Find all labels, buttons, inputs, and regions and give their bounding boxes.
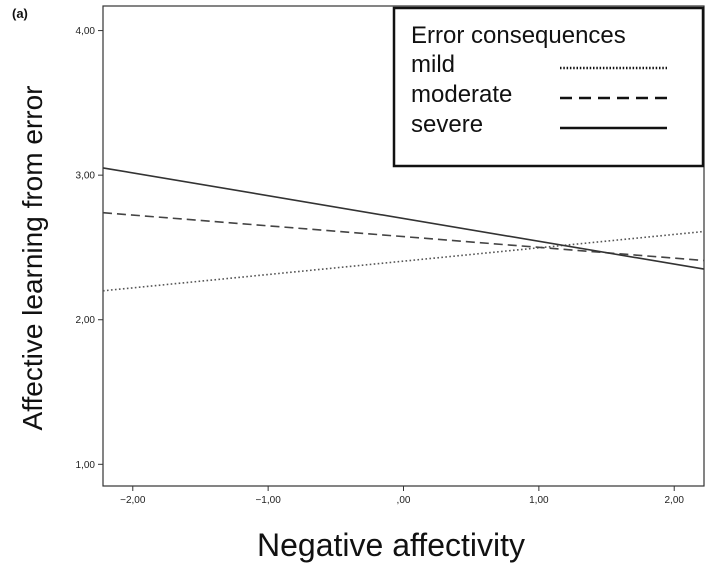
legend-label-moderate: moderate — [411, 81, 512, 108]
y-axis: 1,00 2,00 3,00 4,00 — [76, 26, 103, 471]
panel-label: (a) — [12, 6, 28, 21]
y-axis-title: Affective learning from error — [17, 86, 48, 431]
y-tick-label: 4,00 — [76, 26, 96, 37]
legend-label-severe: severe — [411, 111, 483, 138]
legend-label-mild: mild — [411, 51, 455, 78]
y-tick-label: 3,00 — [76, 171, 96, 182]
y-tick-label: 1,00 — [76, 460, 96, 471]
series-line-mild — [102, 230, 705, 292]
legend-box — [392, 6, 705, 168]
series-line-moderate — [102, 211, 705, 262]
x-tick-label: ,00 — [397, 495, 411, 506]
x-axis: −2,00 −1,00 ,00 1,00 2,00 — [120, 486, 684, 506]
x-axis-title: Negative affectivity — [257, 527, 525, 563]
legend-entries: mild moderate severe — [411, 51, 667, 138]
y-tick-label: 2,00 — [76, 315, 96, 326]
x-tick-label: 1,00 — [529, 495, 549, 506]
legend: Error consequences mild moderate severe — [392, 6, 705, 168]
series-layer — [102, 167, 705, 292]
x-tick-label: −2,00 — [120, 495, 146, 506]
x-tick-label: 2,00 — [664, 495, 684, 506]
x-tick-label: −1,00 — [255, 495, 281, 506]
legend-title: Error consequences — [411, 22, 626, 49]
series-line-severe — [102, 167, 705, 270]
